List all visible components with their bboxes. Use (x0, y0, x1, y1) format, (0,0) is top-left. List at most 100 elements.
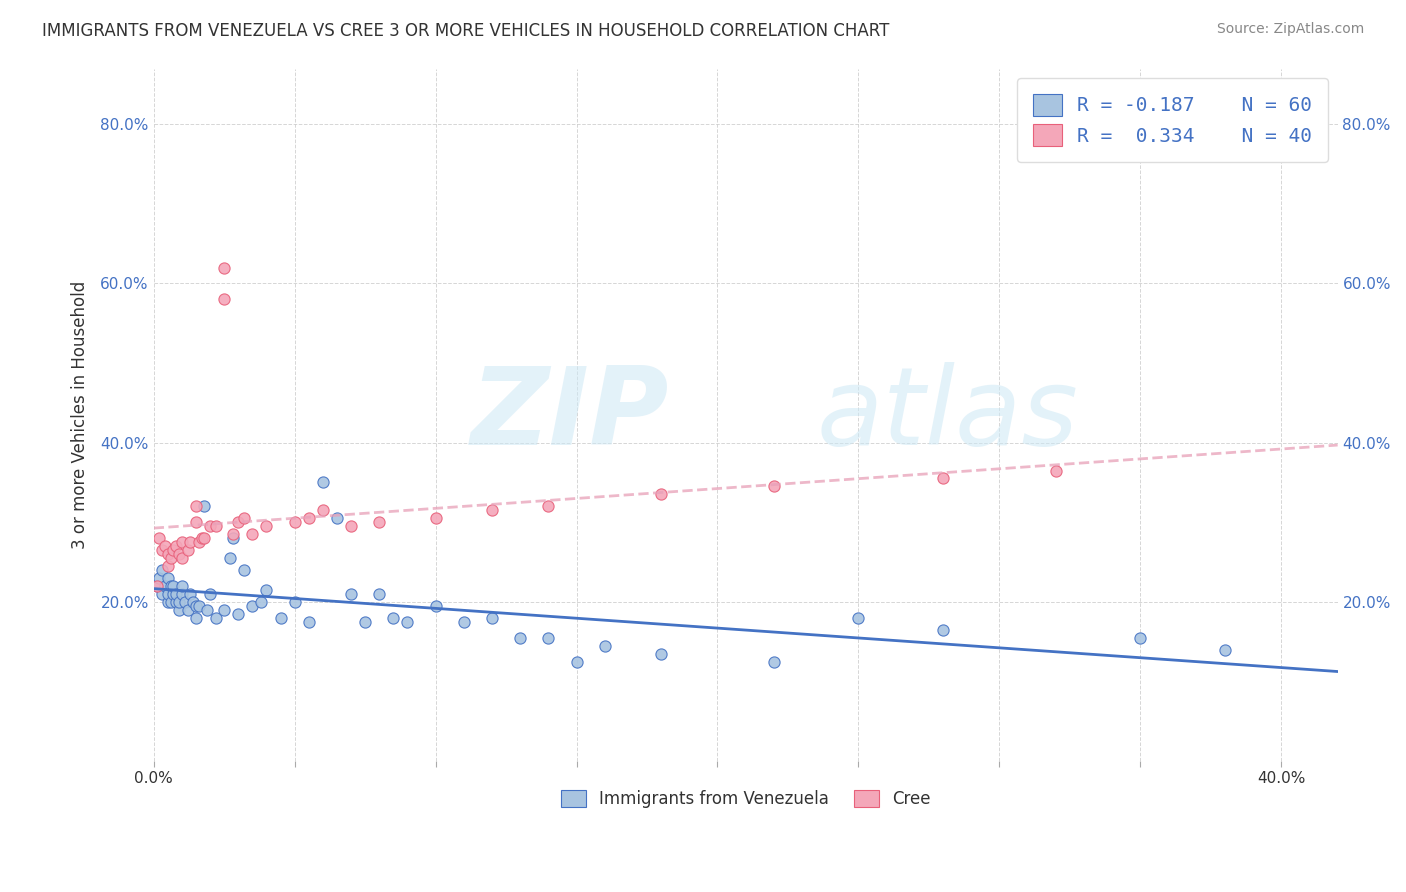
Point (165, 595, 187, 609)
Point (184, 599, 207, 613)
Point (148, 531, 170, 545)
Point (173, 595, 195, 609)
Point (221, 531, 243, 545)
Point (153, 579, 176, 593)
Point (340, 519, 363, 533)
Point (425, 511, 447, 525)
Point (932, 623, 955, 637)
Point (179, 535, 201, 549)
Point (187, 535, 209, 549)
Point (425, 599, 447, 613)
Point (256, 519, 278, 533)
Point (509, 631, 531, 645)
Point (298, 615, 321, 629)
Point (762, 479, 785, 493)
Point (762, 655, 785, 669)
Point (932, 471, 955, 485)
Point (354, 615, 377, 629)
Point (145, 579, 167, 593)
Point (226, 515, 249, 529)
Point (368, 587, 391, 601)
Point (153, 539, 176, 553)
Point (256, 582, 278, 597)
Point (148, 571, 170, 585)
Point (298, 511, 321, 525)
Point (565, 655, 588, 669)
Point (193, 531, 215, 545)
Text: ZIP: ZIP (471, 362, 669, 467)
Point (150, 563, 173, 577)
Point (162, 579, 184, 593)
Point (240, 527, 263, 541)
Point (156, 571, 179, 585)
Point (184, 515, 207, 529)
Point (537, 500, 560, 514)
Point (167, 595, 190, 609)
Point (212, 603, 235, 617)
Point (284, 515, 307, 529)
Point (156, 547, 179, 561)
Point (226, 607, 249, 621)
Point (190, 531, 212, 545)
Point (250, 595, 273, 609)
Point (184, 611, 207, 625)
Point (270, 611, 292, 625)
Point (382, 611, 405, 625)
Point (162, 543, 184, 558)
Point (198, 587, 221, 601)
Point (284, 595, 307, 609)
Point (1045, 463, 1067, 477)
Point (145, 579, 167, 593)
Point (312, 475, 335, 490)
Point (1213, 642, 1236, 657)
Point (481, 611, 503, 625)
Point (187, 599, 209, 613)
Point (167, 603, 190, 617)
Point (170, 579, 193, 593)
Point (195, 603, 218, 617)
Point (184, 500, 207, 514)
Point (593, 639, 616, 653)
Point (481, 503, 503, 517)
Point (848, 611, 870, 625)
Point (176, 543, 198, 558)
Point (212, 260, 235, 275)
Point (396, 615, 419, 629)
Point (204, 519, 226, 533)
Point (204, 611, 226, 625)
Point (650, 487, 672, 501)
Point (150, 543, 173, 558)
Point (650, 647, 672, 661)
Point (159, 551, 181, 566)
Point (1129, 631, 1152, 645)
Point (170, 535, 193, 549)
Point (170, 551, 193, 566)
Point (232, 511, 254, 525)
Legend: Immigrants from Venezuela, Cree: Immigrants from Venezuela, Cree (554, 783, 938, 815)
Point (368, 515, 391, 529)
Point (156, 559, 179, 574)
Point (162, 587, 184, 601)
Point (165, 539, 187, 553)
Point (165, 587, 187, 601)
Point (170, 587, 193, 601)
Point (167, 547, 190, 561)
Point (193, 500, 215, 514)
Point (159, 579, 181, 593)
Point (537, 631, 560, 645)
Point (212, 293, 235, 307)
Point (312, 503, 335, 517)
Point (156, 587, 179, 601)
Text: IMMIGRANTS FROM VENEZUELA VS CREE 3 OR MORE VEHICLES IN HOUSEHOLD CORRELATION CH: IMMIGRANTS FROM VENEZUELA VS CREE 3 OR M… (42, 22, 890, 40)
Point (198, 519, 221, 533)
Point (340, 587, 363, 601)
Point (240, 599, 263, 613)
Point (218, 551, 240, 566)
Point (159, 595, 181, 609)
Point (156, 595, 179, 609)
Y-axis label: 3 or more Vehicles in Household: 3 or more Vehicles in Household (72, 281, 89, 549)
Point (181, 595, 204, 609)
Point (326, 511, 349, 525)
Point (150, 587, 173, 601)
Text: Source: ZipAtlas.com: Source: ZipAtlas.com (1216, 22, 1364, 37)
